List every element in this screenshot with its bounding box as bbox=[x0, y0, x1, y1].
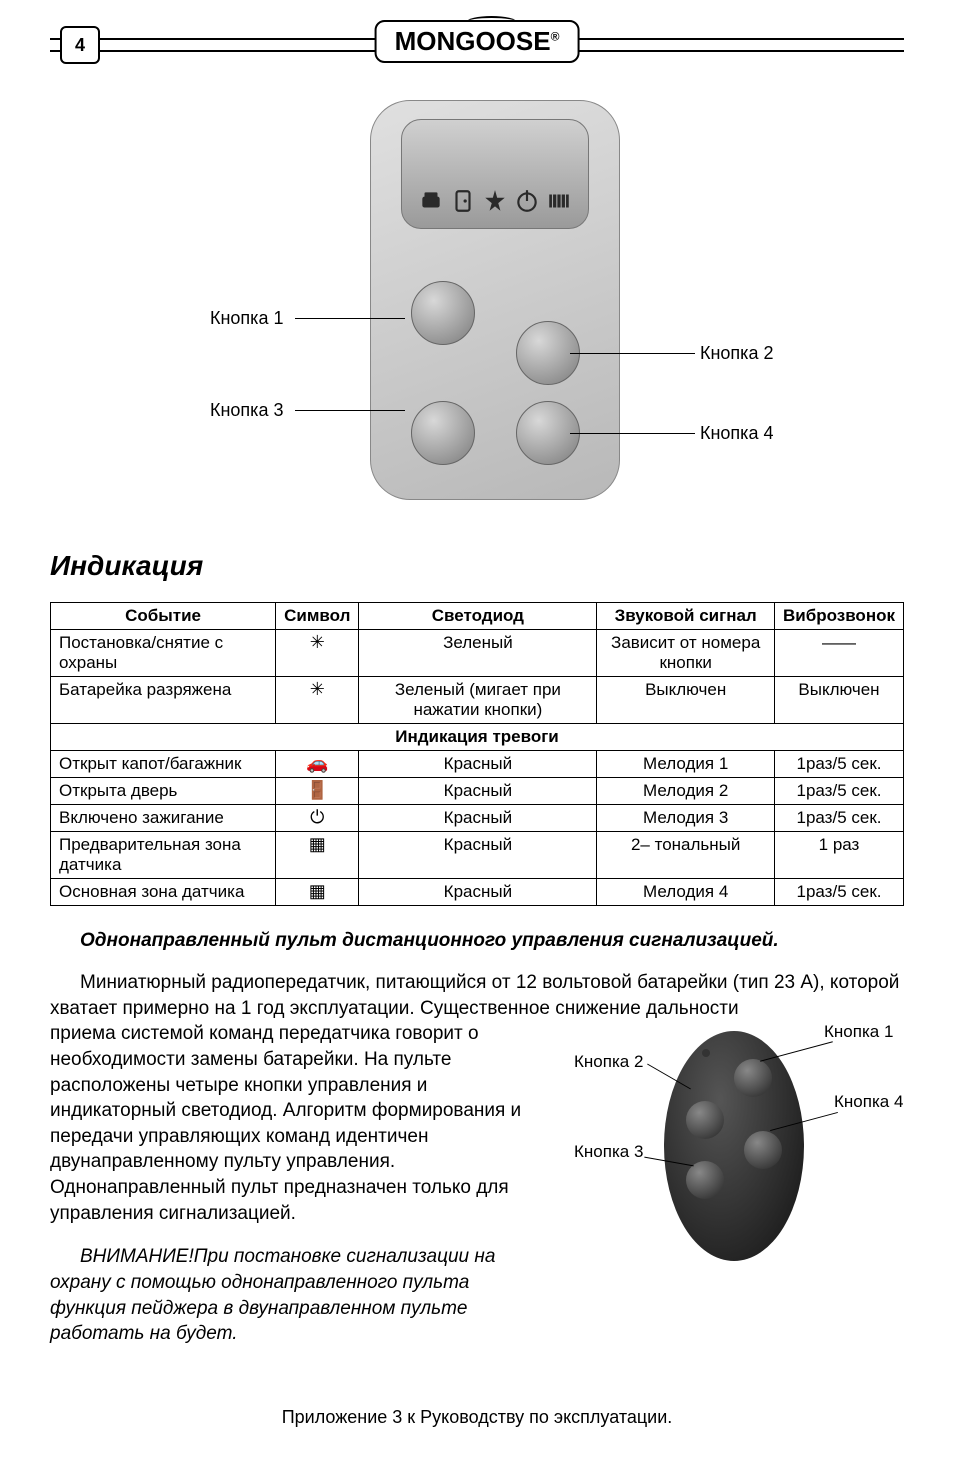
table-row: Основная зона датчика ▦ Красный Мелодия … bbox=[51, 879, 904, 906]
th-led: Светодиод bbox=[359, 603, 597, 630]
ov-label-4: Кнопка 4 bbox=[834, 1091, 903, 1114]
line-button-3 bbox=[295, 410, 405, 411]
unidirectional-remote-diagram: Кнопка 1 Кнопка 2 Кнопка 3 Кнопка 4 bbox=[544, 1021, 904, 1281]
cell-symbol: 🚪 bbox=[276, 778, 359, 805]
line-button-2 bbox=[570, 353, 695, 354]
logo-text: MONGOOSE bbox=[395, 26, 551, 56]
cell-symbol: 🚗 bbox=[276, 751, 359, 778]
cell-vibro: —— bbox=[774, 630, 903, 677]
cell-vibro: 1 раз bbox=[774, 832, 903, 879]
star-icon bbox=[482, 186, 508, 216]
cell-symbol: ▦ bbox=[276, 832, 359, 879]
oval-button-1 bbox=[734, 1059, 772, 1097]
table-row: Открыт капот/багажник 🚗 Красный Мелодия … bbox=[51, 751, 904, 778]
cell-sound: Мелодия 2 bbox=[597, 778, 775, 805]
cell-event: Открыт капот/багажник bbox=[51, 751, 276, 778]
cell-led: Красный bbox=[359, 879, 597, 906]
table-row: Открыта дверь 🚪 Красный Мелодия 2 1раз/5… bbox=[51, 778, 904, 805]
th-event: Событие bbox=[51, 603, 276, 630]
remote-button-1 bbox=[411, 281, 475, 345]
ov-label-2: Кнопка 2 bbox=[574, 1051, 643, 1074]
indication-table: Событие Символ Светодиод Звуковой сигнал… bbox=[50, 602, 904, 906]
cell-sound: Зависит от номера кнопки bbox=[597, 630, 775, 677]
cell-led: Зеленый (мигает при нажатии кнопки) bbox=[359, 677, 597, 724]
page-number: 4 bbox=[60, 26, 100, 64]
remote-button-3 bbox=[411, 401, 475, 465]
cell-led: Зеленый bbox=[359, 630, 597, 677]
cell-symbol: ⏻ bbox=[276, 805, 359, 832]
car-icon bbox=[418, 186, 444, 216]
table-row: Батарейка разряжена ✳ Зеленый (мигает пр… bbox=[51, 677, 904, 724]
cell-vibro: 1раз/5 сек. bbox=[774, 879, 903, 906]
th-vibro: Виброзвонок bbox=[774, 603, 903, 630]
cell-vibro: 1раз/5 сек. bbox=[774, 805, 903, 832]
cell-vibro: Выключен bbox=[774, 677, 903, 724]
cell-led: Красный bbox=[359, 751, 597, 778]
th-sound: Звуковой сигнал bbox=[597, 603, 775, 630]
power-icon bbox=[514, 186, 540, 216]
cell-event: Открыта дверь bbox=[51, 778, 276, 805]
logo-arc bbox=[467, 16, 517, 28]
cell-vibro: 1раз/5 сек. bbox=[774, 751, 903, 778]
ov-label-3: Кнопка 3 bbox=[574, 1141, 643, 1164]
cell-led: Красный bbox=[359, 778, 597, 805]
table-subheader-row: Индикация тревоги bbox=[51, 724, 904, 751]
label-button-2: Кнопка 2 bbox=[700, 343, 773, 364]
oval-remote-led bbox=[702, 1049, 710, 1057]
remote-body bbox=[370, 100, 620, 500]
line-button-1 bbox=[295, 318, 405, 319]
cell-sound: Выключен bbox=[597, 677, 775, 724]
oval-remote-body bbox=[664, 1031, 804, 1261]
remote-screen bbox=[401, 119, 589, 229]
sensor-icon bbox=[546, 186, 572, 216]
table-row: Предварительная зона датчика ▦ Красный 2… bbox=[51, 832, 904, 879]
oval-button-2 bbox=[686, 1101, 724, 1139]
cell-symbol: ▦ bbox=[276, 879, 359, 906]
footer-text: Приложение 3 к Руководству по эксплуатац… bbox=[50, 1407, 904, 1428]
line-button-4 bbox=[570, 433, 695, 434]
th-symbol: Символ bbox=[276, 603, 359, 630]
cell-symbol: ✳ bbox=[276, 630, 359, 677]
cell-sound: 2– тональный bbox=[597, 832, 775, 879]
table-row: Включено зажигание ⏻ Красный Мелодия 3 1… bbox=[51, 805, 904, 832]
paragraph-left: приема системой команд передатчика говор… bbox=[50, 1021, 529, 1226]
label-button-4: Кнопка 4 bbox=[700, 423, 773, 444]
cell-vibro: 1раз/5 сек. bbox=[774, 778, 903, 805]
logo-registered: ® bbox=[551, 29, 560, 43]
door-icon bbox=[450, 186, 476, 216]
oval-button-3 bbox=[686, 1161, 724, 1199]
table-subheader: Индикация тревоги bbox=[51, 724, 904, 751]
bidirectional-remote-diagram: Кнопка 1 Кнопка 3 Кнопка 2 Кнопка 4 bbox=[50, 100, 904, 520]
cell-led: Красный bbox=[359, 832, 597, 879]
page-header: 4 MONGOOSE® bbox=[50, 20, 904, 70]
cell-event: Основная зона датчика bbox=[51, 879, 276, 906]
section-title: Индикация bbox=[50, 550, 904, 582]
subheading: Однонаправленный пульт дистанционного уп… bbox=[50, 930, 904, 952]
cell-event: Постановка/снятие с охраны bbox=[51, 630, 276, 677]
label-button-1: Кнопка 1 bbox=[210, 308, 283, 329]
table-row: Постановка/снятие с охраны ✳ Зеленый Зав… bbox=[51, 630, 904, 677]
cell-sound: Мелодия 4 bbox=[597, 879, 775, 906]
attention-paragraph: ВНИМАНИЕ!При постановке сигнализации на … bbox=[50, 1244, 529, 1347]
cell-event: Включено зажигание bbox=[51, 805, 276, 832]
cell-event: Предварительная зона датчика bbox=[51, 832, 276, 879]
cell-led: Красный bbox=[359, 805, 597, 832]
oval-button-4 bbox=[744, 1131, 782, 1169]
label-button-3: Кнопка 3 bbox=[210, 400, 283, 421]
cell-event: Батарейка разряжена bbox=[51, 677, 276, 724]
cell-symbol: ✳ bbox=[276, 677, 359, 724]
ov-label-1: Кнопка 1 bbox=[824, 1021, 893, 1044]
cell-sound: Мелодия 1 bbox=[597, 751, 775, 778]
paragraph-top: Миниатюрный радиопередатчик, питающийся … bbox=[50, 970, 904, 1021]
cell-sound: Мелодия 3 bbox=[597, 805, 775, 832]
brand-logo: MONGOOSE® bbox=[375, 20, 580, 63]
